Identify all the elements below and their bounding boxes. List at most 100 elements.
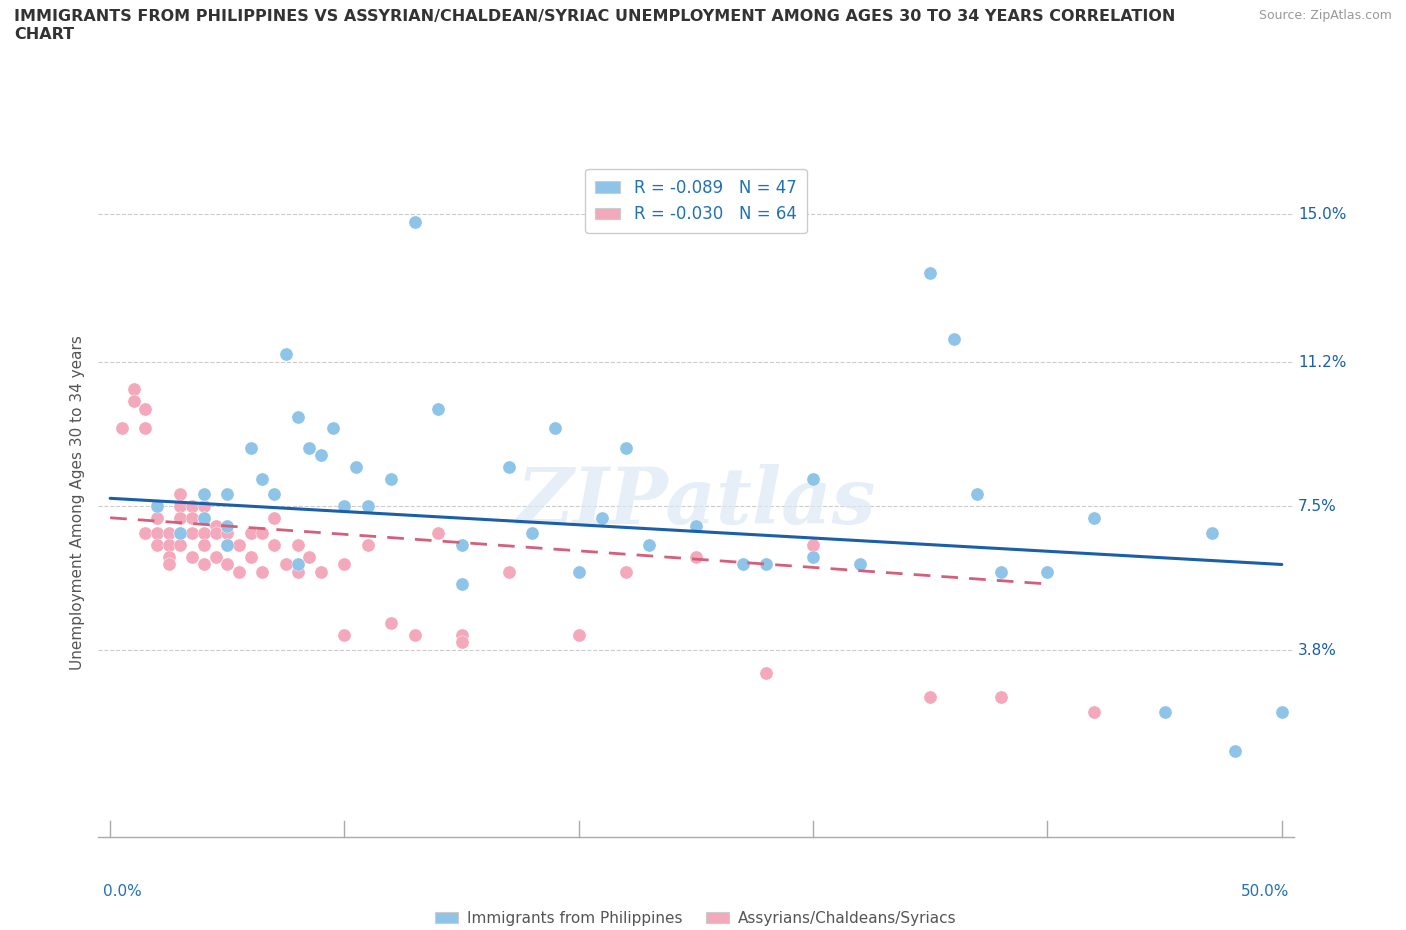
Point xyxy=(122,393,145,408)
Point xyxy=(322,420,344,435)
Text: 3.8%: 3.8% xyxy=(1298,643,1337,658)
Text: 7.5%: 7.5% xyxy=(1298,498,1337,513)
Point xyxy=(169,538,191,552)
Point xyxy=(157,557,180,572)
Point xyxy=(146,498,169,513)
Point xyxy=(568,627,591,642)
Point xyxy=(450,635,472,650)
Point xyxy=(169,498,191,513)
Text: Source: ZipAtlas.com: Source: ZipAtlas.com xyxy=(1258,9,1392,22)
Point xyxy=(157,550,180,565)
Point xyxy=(134,525,156,540)
Point xyxy=(239,550,262,565)
Point xyxy=(333,627,356,642)
Point xyxy=(134,402,156,417)
Point xyxy=(1036,565,1059,579)
Point xyxy=(287,538,309,552)
Point xyxy=(801,550,824,565)
Point xyxy=(404,627,426,642)
Point xyxy=(239,440,262,455)
Point xyxy=(498,565,520,579)
Point xyxy=(849,557,872,572)
Point xyxy=(181,525,204,540)
Point xyxy=(193,498,215,513)
Point xyxy=(204,525,226,540)
Point xyxy=(204,518,226,533)
Point xyxy=(357,498,380,513)
Point xyxy=(217,557,239,572)
Point xyxy=(591,511,613,525)
Point xyxy=(309,565,332,579)
Point xyxy=(181,550,204,565)
Point xyxy=(204,550,226,565)
Point xyxy=(685,550,707,565)
Point xyxy=(544,420,567,435)
Point xyxy=(169,525,191,540)
Point xyxy=(1153,705,1175,720)
Point xyxy=(274,347,297,362)
Legend: Immigrants from Philippines, Assyrians/Chaldeans/Syriacs: Immigrants from Philippines, Assyrians/C… xyxy=(429,905,963,930)
Point xyxy=(755,557,778,572)
Text: 11.2%: 11.2% xyxy=(1298,354,1347,369)
Point xyxy=(169,487,191,502)
Point xyxy=(217,538,239,552)
Point xyxy=(333,498,356,513)
Point xyxy=(731,557,754,572)
Text: ZIPatlas: ZIPatlas xyxy=(516,464,876,540)
Point xyxy=(263,487,285,502)
Point xyxy=(638,538,661,552)
Point xyxy=(193,525,215,540)
Point xyxy=(134,420,156,435)
Y-axis label: Unemployment Among Ages 30 to 34 years: Unemployment Among Ages 30 to 34 years xyxy=(69,335,84,670)
Point xyxy=(169,511,191,525)
Point xyxy=(614,565,637,579)
Point xyxy=(450,538,472,552)
Point xyxy=(217,525,239,540)
Point xyxy=(239,525,262,540)
Point xyxy=(1201,525,1223,540)
Point xyxy=(309,448,332,463)
Point xyxy=(217,518,239,533)
Point xyxy=(122,382,145,397)
Point xyxy=(157,538,180,552)
Point xyxy=(263,538,285,552)
Point xyxy=(1083,511,1105,525)
Point xyxy=(614,440,637,455)
Point xyxy=(990,565,1012,579)
Point xyxy=(193,538,215,552)
Point xyxy=(520,525,543,540)
Point xyxy=(920,689,942,704)
Point xyxy=(287,409,309,424)
Point xyxy=(181,498,204,513)
Point xyxy=(427,402,450,417)
Point xyxy=(380,472,402,486)
Point xyxy=(404,215,426,230)
Point xyxy=(287,557,309,572)
Point xyxy=(427,525,450,540)
Point xyxy=(252,525,274,540)
Point xyxy=(181,511,204,525)
Point xyxy=(568,565,591,579)
Point xyxy=(146,538,169,552)
Point xyxy=(217,538,239,552)
Point xyxy=(498,459,520,474)
Point xyxy=(685,518,707,533)
Text: 0.0%: 0.0% xyxy=(103,884,142,898)
Point xyxy=(157,525,180,540)
Point xyxy=(450,627,472,642)
Point xyxy=(193,511,215,525)
Point xyxy=(380,616,402,631)
Point xyxy=(450,577,472,591)
Point xyxy=(263,511,285,525)
Point xyxy=(966,487,988,502)
Point xyxy=(217,487,239,502)
Point xyxy=(146,498,169,513)
Point xyxy=(169,525,191,540)
Point xyxy=(193,557,215,572)
Point xyxy=(1223,744,1246,759)
Point xyxy=(111,420,134,435)
Point xyxy=(193,511,215,525)
Point xyxy=(252,472,274,486)
Point xyxy=(344,459,367,474)
Point xyxy=(298,440,321,455)
